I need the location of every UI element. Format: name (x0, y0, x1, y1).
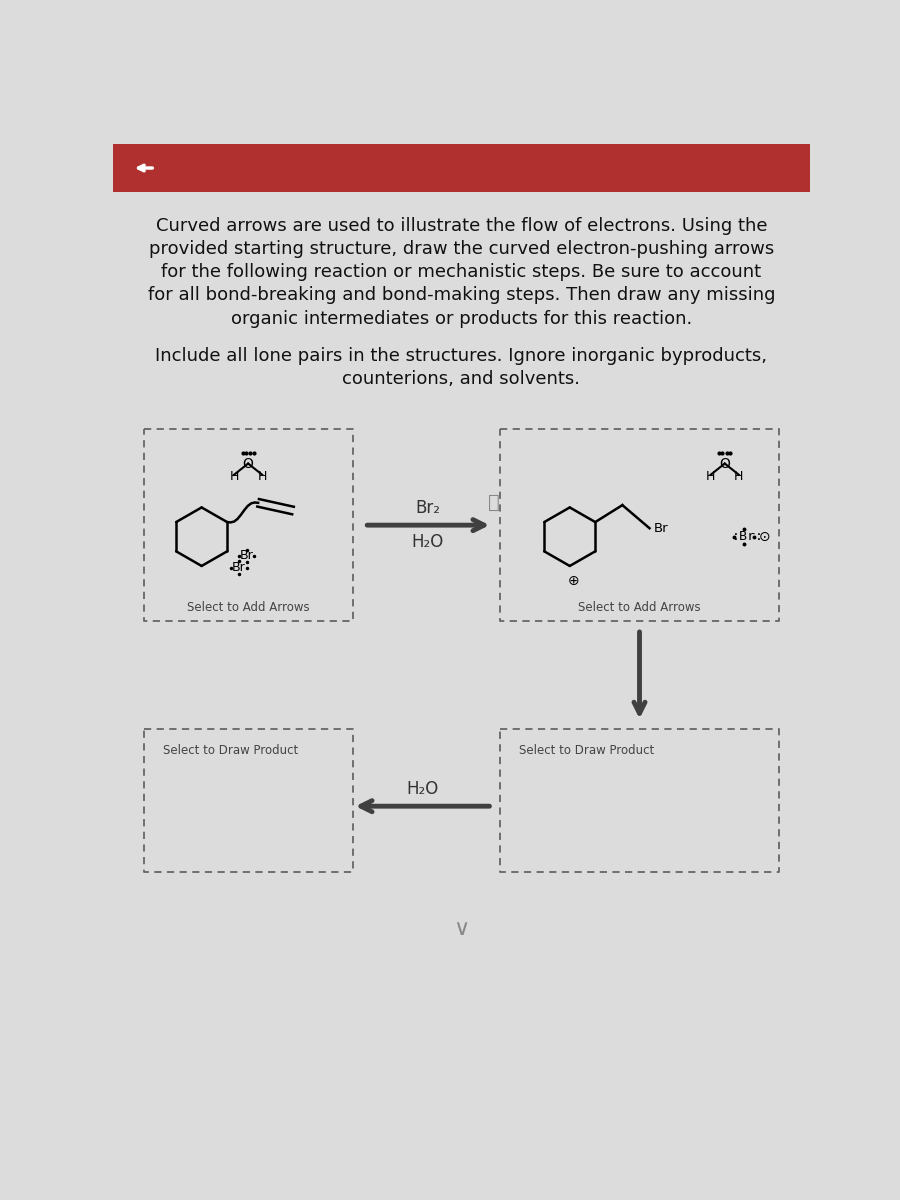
Text: Br: Br (239, 550, 254, 563)
Text: provided starting structure, draw the curved electron-pushing arrows: provided starting structure, draw the cu… (148, 240, 774, 258)
Text: Br: Br (653, 522, 668, 535)
Text: :Br:: :Br: (732, 530, 764, 544)
Text: 👆: 👆 (488, 492, 500, 511)
Text: Select to Draw Product: Select to Draw Product (163, 744, 298, 757)
Text: ⊙: ⊙ (760, 529, 771, 544)
Text: H: H (230, 469, 238, 482)
Text: Select to Add Arrows: Select to Add Arrows (578, 601, 701, 614)
Text: organic intermediates or products for this reaction.: organic intermediates or products for th… (230, 310, 692, 328)
Text: H₂O: H₂O (407, 780, 438, 798)
Text: for the following reaction or mechanistic steps. Be sure to account: for the following reaction or mechanisti… (161, 263, 761, 281)
Text: Br₂: Br₂ (416, 499, 440, 517)
Text: H: H (257, 469, 267, 482)
Text: O: O (243, 456, 254, 470)
Text: Curved arrows are used to illustrate the flow of electrons. Using the: Curved arrows are used to illustrate the… (156, 217, 767, 235)
Text: O: O (719, 456, 730, 470)
Text: ⊕: ⊕ (568, 575, 580, 588)
Bar (112, 144, 810, 192)
Text: for all bond-breaking and bond-making steps. Then draw any missing: for all bond-breaking and bond-making st… (148, 287, 775, 305)
Text: H₂O: H₂O (412, 533, 444, 551)
Text: Include all lone pairs in the structures. Ignore inorganic byproducts,: Include all lone pairs in the structures… (155, 347, 767, 365)
Text: Br: Br (232, 560, 246, 574)
Text: counterions, and solvents.: counterions, and solvents. (342, 370, 580, 388)
Text: H: H (734, 469, 743, 482)
Text: Select to Draw Product: Select to Draw Product (519, 744, 654, 757)
Text: H: H (706, 469, 716, 482)
Text: ∨: ∨ (453, 919, 470, 940)
Text: Select to Add Arrows: Select to Add Arrows (187, 601, 310, 614)
